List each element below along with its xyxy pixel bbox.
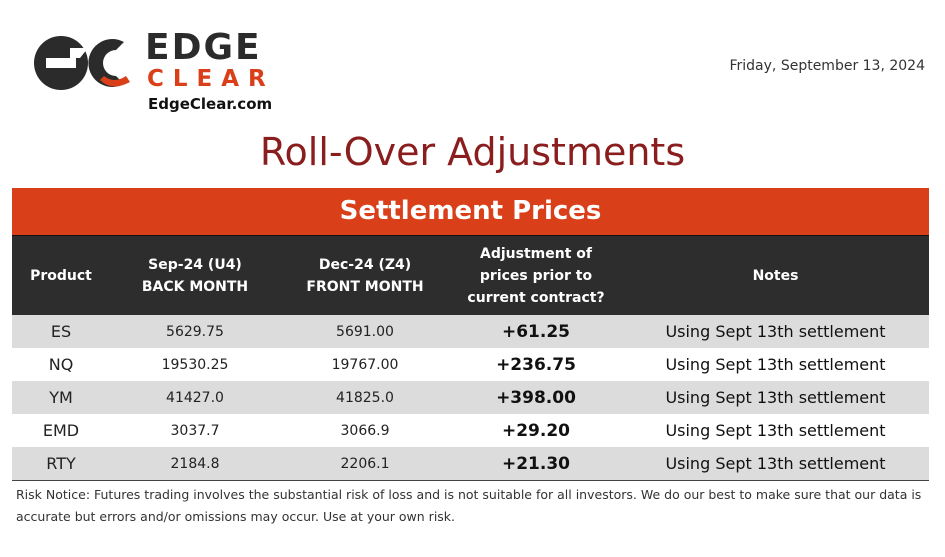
product-cell: EMD xyxy=(42,421,80,440)
product-cell: RTY xyxy=(12,447,110,480)
note-cell: Using Sept 13th settlement xyxy=(622,315,929,348)
header-back-month: Sep-24 (U4) BACK MONTH xyxy=(110,236,280,315)
back-month-cell: 3037.7 xyxy=(170,422,220,439)
settlement-banner: Settlement Prices xyxy=(12,188,929,236)
adjustment-cell: +398.00 xyxy=(450,381,622,414)
report-date: Friday, September 13, 2024 xyxy=(729,58,925,74)
table-row: RTY 2184.8 2206.1 +21.30 Using Sept 13th… xyxy=(12,447,929,480)
header-front-label: FRONT MONTH xyxy=(306,278,424,295)
header-notes: Notes xyxy=(622,236,929,315)
back-month-cell: 41427.0 xyxy=(110,381,280,414)
header-adjustment-line1: Adjustment of xyxy=(480,245,592,262)
adjustment-cell: +29.20 xyxy=(501,420,571,441)
header-back-contract: Sep-24 (U4) xyxy=(148,256,242,273)
table-row: NQ 19530.25 19767.00 +236.75 Using Sept … xyxy=(12,348,929,381)
header-back-label: BACK MONTH xyxy=(141,278,249,295)
table-bottom-divider xyxy=(12,480,929,481)
note-cell: Using Sept 13th settlement xyxy=(665,355,886,374)
page-title: Roll-Over Adjustments xyxy=(259,130,686,174)
header-adjustment-line3: current contract? xyxy=(467,289,605,306)
table-row: YM 41427.0 41825.0 +398.00 Using Sept 13… xyxy=(12,381,929,414)
back-month-cell: 5629.75 xyxy=(110,315,280,348)
settlement-table-wrapper: Settlement Prices Product Sep-24 (U4) BA… xyxy=(12,188,929,481)
header-adjustment: Adjustment of prices prior to current co… xyxy=(450,236,622,315)
table-row: ES 5629.75 5691.00 +61.25 Using Sept 13t… xyxy=(12,315,929,348)
header-front-contract: Dec-24 (Z4) xyxy=(318,256,412,273)
table-header-row: Product Sep-24 (U4) BACK MONTH Dec-24 (Z… xyxy=(12,236,929,315)
adjustment-cell: +236.75 xyxy=(496,354,576,375)
back-month-cell: 19530.25 xyxy=(161,356,229,373)
front-month-cell: 3066.9 xyxy=(340,422,390,439)
table-row: EMD 3037.7 3066.9 +29.20 Using Sept 13th… xyxy=(12,414,929,447)
product-cell: YM xyxy=(12,381,110,414)
header-front-month: Dec-24 (Z4) FRONT MONTH xyxy=(280,236,450,315)
risk-notice: Risk Notice: Futures trading involves th… xyxy=(16,487,922,524)
adjustment-cell: +61.25 xyxy=(450,315,622,348)
product-cell: ES xyxy=(12,315,110,348)
edgeclear-logo: EDGE CLEAR EdgeClear.com xyxy=(30,27,300,116)
logo-url: EdgeClear.com xyxy=(148,95,273,113)
front-month-cell: 5691.00 xyxy=(280,315,450,348)
adjustment-cell: +21.30 xyxy=(450,447,622,480)
back-month-cell: 2184.8 xyxy=(110,447,280,480)
header-adjustment-line2: prices prior to xyxy=(479,267,593,284)
ec-logo-icon xyxy=(34,36,130,90)
front-month-cell: 41825.0 xyxy=(280,381,450,414)
settlement-table: Product Sep-24 (U4) BACK MONTH Dec-24 (Z… xyxy=(12,236,929,480)
header-product: Product xyxy=(12,236,110,315)
logo-wordmark-edge: EDGE xyxy=(145,27,262,68)
note-cell: Using Sept 13th settlement xyxy=(665,421,886,440)
front-month-cell: 2206.1 xyxy=(280,447,450,480)
note-cell: Using Sept 13th settlement xyxy=(622,447,929,480)
note-cell: Using Sept 13th settlement xyxy=(622,381,929,414)
front-month-cell: 19767.00 xyxy=(331,356,399,373)
product-cell: NQ xyxy=(48,355,74,374)
logo-wordmark-clear: CLEAR xyxy=(147,66,275,92)
